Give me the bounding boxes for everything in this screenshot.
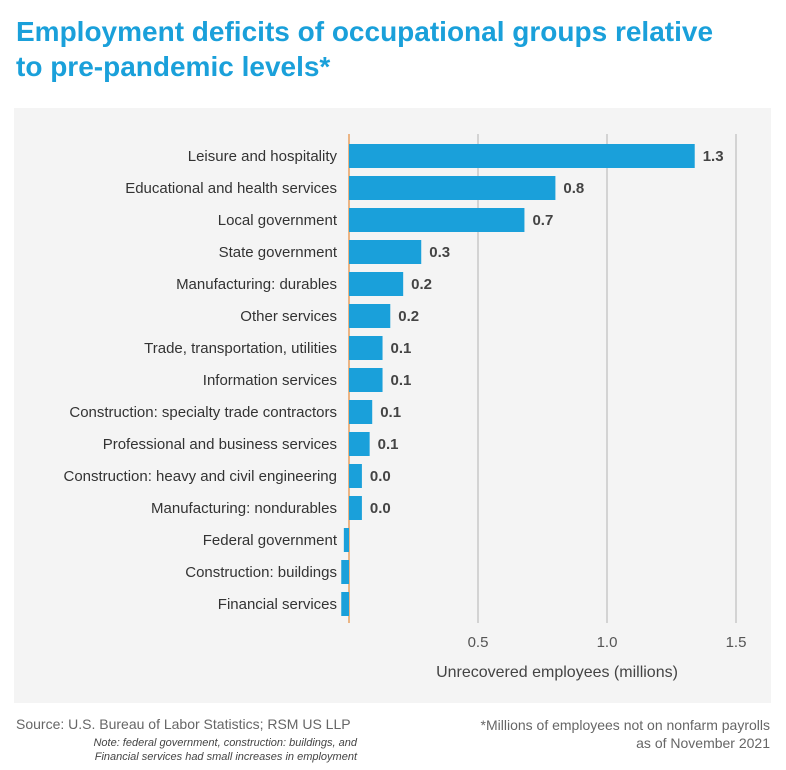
bar-4 — [349, 272, 404, 296]
chart-note: Note: federal government, construction: … — [32, 736, 357, 764]
chart-title: Employment deficits of occupational grou… — [16, 14, 756, 84]
bar-12 — [343, 528, 349, 552]
footnote-line-1: *Millions of employees not on nonfarm pa… — [480, 717, 770, 733]
chart-note-line-2: Financial services had small increases i… — [94, 751, 357, 763]
category-label-5: Other services — [240, 308, 337, 325]
category-label-3: State government — [219, 244, 338, 261]
footnote: *Millions of employees not on nonfarm pa… — [481, 716, 770, 752]
bar-11 — [349, 496, 362, 520]
bar-5 — [349, 304, 391, 328]
value-label-11: 0.0 — [370, 500, 391, 517]
category-label-9: Professional and business services — [103, 436, 337, 453]
value-label-9: 0.1 — [378, 436, 399, 453]
chart-title-line-1: Employment deficits of occupational grou… — [16, 16, 714, 47]
value-label-5: 0.2 — [398, 308, 419, 325]
bar-10 — [349, 464, 362, 488]
value-label-7: 0.1 — [391, 372, 412, 389]
category-label-1: Educational and health services — [125, 180, 337, 197]
bar-7 — [349, 368, 383, 392]
bar-14 — [341, 592, 349, 616]
bar-8 — [349, 400, 373, 424]
bar-2 — [349, 208, 525, 232]
category-label-11: Manufacturing: nondurables — [151, 500, 337, 517]
bar-chart: 0.5 1.0 1.5 Leisure and hospitality 1.3 Educa… — [64, 134, 747, 681]
category-label-14: Financial services — [218, 596, 337, 613]
bar-0 — [349, 144, 695, 168]
value-label-3: 0.3 — [429, 244, 450, 261]
chart-note-line-1: Note: federal government, construction: … — [93, 737, 357, 749]
value-label-6: 0.1 — [391, 340, 412, 357]
chart-panel: 0.5 1.0 1.5 Leisure and hospitality 1.3 Educa… — [14, 108, 771, 763]
category-label-12: Federal government — [203, 532, 338, 549]
value-label-4: 0.2 — [411, 276, 432, 293]
category-label-10: Construction: heavy and civil engineerin… — [64, 468, 338, 485]
footnote-line-2: as of November 2021 — [636, 735, 770, 751]
value-label-1: 0.8 — [563, 180, 584, 197]
chart-title-line-2: to pre-pandemic levels* — [16, 51, 331, 82]
x-axis-title: Unrecovered employees (millions) — [436, 664, 678, 681]
bar-1 — [349, 176, 556, 200]
category-label-4: Manufacturing: durables — [176, 276, 337, 293]
bar-13 — [341, 560, 349, 584]
value-label-8: 0.1 — [380, 404, 401, 421]
value-label-0: 1.3 — [703, 148, 724, 165]
value-label-10: 0.0 — [370, 468, 391, 485]
category-label-2: Local government — [218, 212, 338, 229]
category-label-13: Construction: buildings — [185, 564, 337, 581]
x-tick-label-2: 1.5 — [726, 634, 747, 651]
bar-3 — [349, 240, 422, 264]
x-tick-label-1: 1.0 — [597, 634, 618, 651]
x-tick-label-0: 0.5 — [468, 634, 489, 651]
category-label-6: Trade, transportation, utilities — [144, 340, 337, 357]
category-label-7: Information services — [203, 372, 337, 389]
bar-6 — [349, 336, 383, 360]
category-label-8: Construction: specialty trade contractor… — [69, 404, 337, 421]
source-text: Source: U.S. Bureau of Labor Statistics;… — [16, 716, 351, 732]
bar-9 — [349, 432, 370, 456]
category-label-0: Leisure and hospitality — [188, 148, 338, 165]
value-label-2: 0.7 — [532, 212, 553, 229]
